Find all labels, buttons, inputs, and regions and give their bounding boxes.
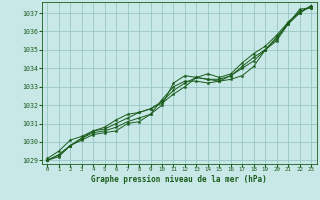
X-axis label: Graphe pression niveau de la mer (hPa): Graphe pression niveau de la mer (hPa) bbox=[91, 175, 267, 184]
